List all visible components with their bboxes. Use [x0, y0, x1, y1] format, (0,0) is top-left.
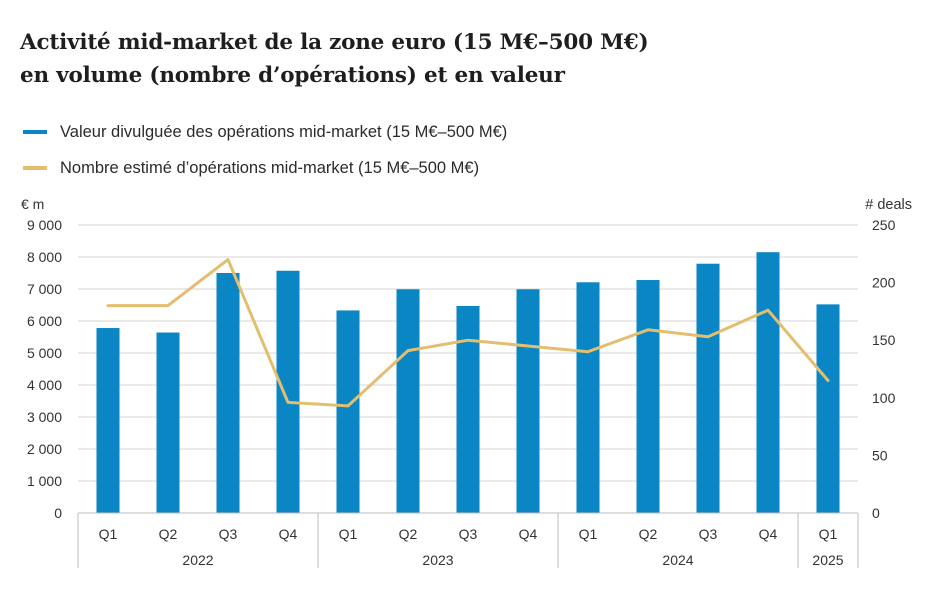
- bar: [96, 328, 120, 513]
- category-label: Q3: [459, 526, 478, 542]
- left-tick-label: 4 000: [27, 377, 62, 393]
- legend-swatch-line: [23, 166, 47, 170]
- bar: [456, 305, 480, 513]
- category-label: Q1: [819, 526, 838, 542]
- bar: [216, 273, 240, 513]
- left-tick-label: 7 000: [27, 281, 62, 297]
- left-tick-label: 5 000: [27, 345, 62, 361]
- title-line-1: Activité mid-market de la zone euro (15 …: [20, 30, 649, 55]
- right-tick-label: 50: [872, 447, 888, 463]
- left-tick-label: 1 000: [27, 473, 62, 489]
- group-label: 2023: [422, 552, 453, 568]
- category-label: Q2: [399, 526, 418, 542]
- bar: [156, 332, 180, 513]
- category-label: Q3: [219, 526, 238, 542]
- legend: Valeur divulguée des opérations mid-mark…: [20, 114, 507, 186]
- category-label: Q1: [339, 526, 358, 542]
- category-label: Q4: [279, 526, 298, 542]
- bar: [576, 282, 600, 513]
- category-label: Q4: [519, 526, 538, 542]
- bar: [396, 289, 420, 513]
- legend-label-value: Valeur divulguée des opérations mid-mark…: [60, 122, 508, 141]
- group-label: 2022: [182, 552, 213, 568]
- right-tick-label: 100: [872, 390, 896, 406]
- bar: [516, 289, 540, 513]
- bar: [756, 252, 780, 513]
- left-axis-label: € m: [21, 196, 44, 212]
- left-tick-label: 8 000: [27, 249, 62, 265]
- left-tick-label: 6 000: [27, 313, 62, 329]
- group-label: 2024: [662, 552, 693, 568]
- category-label: Q2: [639, 526, 658, 542]
- right-tick-label: 150: [872, 332, 896, 348]
- left-tick-label: 0: [54, 505, 62, 521]
- bar: [816, 304, 840, 513]
- legend-label-count: Nombre estimé d’opérations mid-market (1…: [60, 158, 480, 177]
- right-tick-label: 200: [872, 275, 896, 291]
- legend-item-value: Valeur divulguée des opérations mid-mark…: [20, 114, 507, 150]
- category-label: Q1: [579, 526, 598, 542]
- right-axis-label: # deals: [865, 197, 912, 213]
- left-tick-label: 2 000: [27, 441, 62, 457]
- right-tick-label: 250: [872, 217, 896, 233]
- bar: [636, 280, 660, 513]
- bar: [276, 270, 300, 513]
- group-label: 2025: [812, 552, 843, 568]
- legend-swatch-bar: [23, 130, 47, 134]
- title-line-2: en volume (nombre d’opérations) et en va…: [20, 63, 565, 88]
- category-label: Q1: [99, 526, 118, 542]
- category-label: Q3: [699, 526, 718, 542]
- right-tick-label: 0: [872, 505, 880, 521]
- left-tick-label: 3 000: [27, 409, 62, 425]
- category-label: Q4: [759, 526, 778, 542]
- bar: [336, 310, 360, 513]
- chart-title: Activité mid-market de la zone euro (15 …: [20, 26, 649, 92]
- category-label: Q2: [159, 526, 178, 542]
- legend-item-count: Nombre estimé d’opérations mid-market (1…: [20, 150, 507, 186]
- bar: [696, 263, 720, 513]
- left-tick-label: 9 000: [27, 217, 62, 233]
